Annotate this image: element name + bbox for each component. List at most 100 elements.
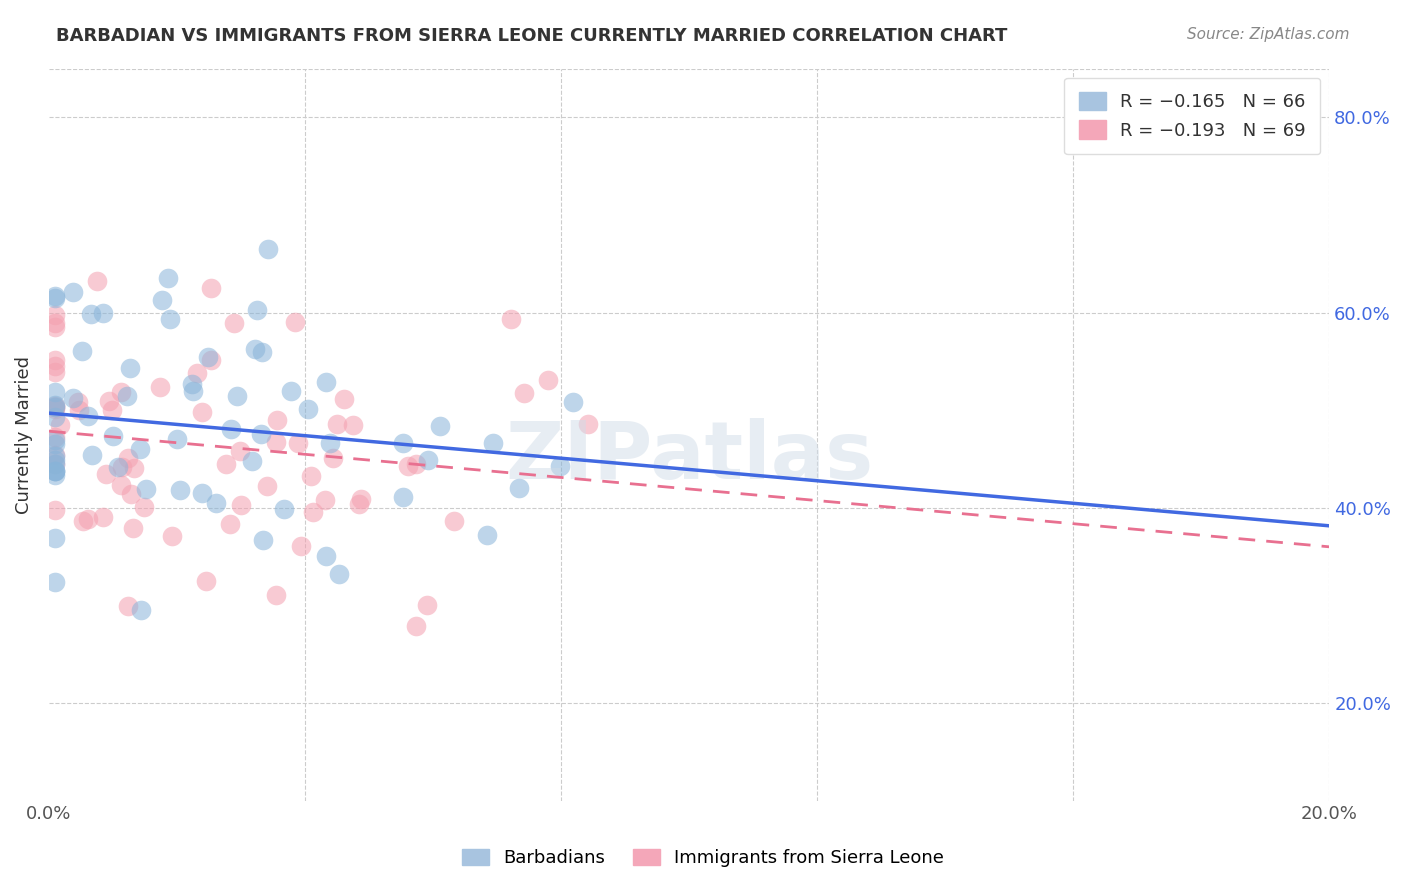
Point xyxy=(44,353,66,368)
Point xyxy=(405,457,427,471)
Point xyxy=(350,491,373,506)
Point xyxy=(44,464,66,478)
Point xyxy=(266,413,288,427)
Point xyxy=(418,453,440,467)
Point xyxy=(79,307,101,321)
Point xyxy=(191,405,214,419)
Point xyxy=(67,402,90,417)
Point xyxy=(200,281,222,295)
Point xyxy=(250,345,273,359)
Point xyxy=(44,316,66,330)
Point xyxy=(166,432,188,446)
Point xyxy=(101,403,124,417)
Point xyxy=(429,419,451,434)
Point xyxy=(62,391,84,405)
Point xyxy=(91,306,114,320)
Point xyxy=(86,274,108,288)
Point xyxy=(62,285,84,299)
Point xyxy=(315,549,337,563)
Point xyxy=(131,603,153,617)
Y-axis label: Currently Married: Currently Married xyxy=(15,356,32,514)
Point xyxy=(115,389,138,403)
Point xyxy=(103,429,125,443)
Point xyxy=(328,566,350,581)
Point xyxy=(159,311,181,326)
Point xyxy=(548,459,571,474)
Point xyxy=(44,453,66,467)
Point xyxy=(110,384,132,399)
Point xyxy=(249,427,271,442)
Point xyxy=(475,528,498,542)
Point xyxy=(181,384,204,399)
Point xyxy=(576,417,599,431)
Point xyxy=(44,359,66,373)
Point xyxy=(273,501,295,516)
Text: ZIPatlas: ZIPatlas xyxy=(505,417,873,496)
Point xyxy=(405,618,427,632)
Text: BARBADIAN VS IMMIGRANTS FROM SIERRA LEONE CURRENTLY MARRIED CORRELATION CHART: BARBADIAN VS IMMIGRANTS FROM SIERRA LEON… xyxy=(56,27,1008,45)
Point xyxy=(97,394,120,409)
Point xyxy=(195,574,218,588)
Point xyxy=(160,529,183,543)
Point xyxy=(229,498,252,512)
Point xyxy=(72,514,94,528)
Point xyxy=(264,589,287,603)
Point xyxy=(325,417,347,432)
Point xyxy=(44,410,66,425)
Point xyxy=(186,366,208,380)
Point xyxy=(67,394,90,409)
Point xyxy=(44,450,66,464)
Point xyxy=(315,375,337,389)
Point xyxy=(347,497,370,511)
Point xyxy=(392,436,415,450)
Point xyxy=(152,293,174,308)
Point xyxy=(219,516,242,531)
Point xyxy=(257,242,280,256)
Point xyxy=(226,389,249,403)
Point xyxy=(481,436,503,450)
Point xyxy=(240,454,263,468)
Point xyxy=(314,493,336,508)
Legend: Barbadians, Immigrants from Sierra Leone: Barbadians, Immigrants from Sierra Leone xyxy=(454,841,952,874)
Point xyxy=(44,365,66,379)
Point xyxy=(44,289,66,303)
Point xyxy=(44,430,66,444)
Point xyxy=(299,468,322,483)
Point xyxy=(415,598,437,612)
Point xyxy=(44,384,66,399)
Point xyxy=(44,399,66,413)
Point xyxy=(44,434,66,448)
Point xyxy=(148,380,170,394)
Point xyxy=(200,353,222,368)
Point xyxy=(128,442,150,456)
Point xyxy=(180,377,202,392)
Point xyxy=(290,539,312,553)
Point xyxy=(122,461,145,475)
Point xyxy=(342,418,364,433)
Point xyxy=(280,384,302,398)
Point xyxy=(117,451,139,466)
Point xyxy=(562,395,585,409)
Point xyxy=(215,457,238,471)
Point xyxy=(44,401,66,415)
Point xyxy=(508,482,530,496)
Point xyxy=(107,459,129,474)
Point xyxy=(501,312,523,326)
Point xyxy=(77,512,100,526)
Point xyxy=(537,373,560,387)
Point xyxy=(111,460,134,475)
Point xyxy=(319,435,342,450)
Point xyxy=(44,458,66,472)
Point xyxy=(44,464,66,478)
Point xyxy=(44,436,66,450)
Point xyxy=(44,467,66,482)
Point xyxy=(396,459,419,474)
Point xyxy=(205,496,228,510)
Point xyxy=(44,457,66,471)
Point xyxy=(44,503,66,517)
Point xyxy=(266,435,288,450)
Point xyxy=(82,448,104,462)
Point xyxy=(117,599,139,614)
Point xyxy=(44,531,66,545)
Point xyxy=(301,505,323,519)
